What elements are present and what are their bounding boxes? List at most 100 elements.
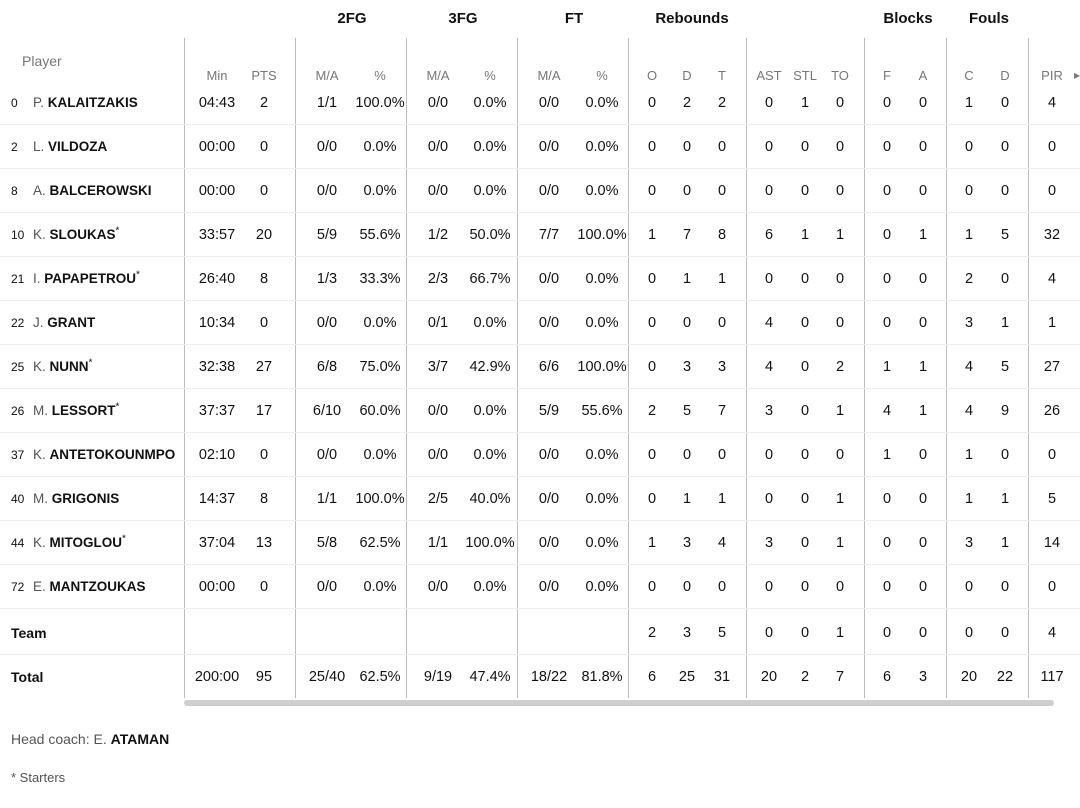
stat-pir: 1 bbox=[1047, 315, 1057, 331]
table-row[interactable]: 26 M. LESSORT* 37:37 17 6/10 60.0% 0/0 0.0% 5/9 5… bbox=[0, 389, 1080, 433]
stat-fd: 0 bbox=[1000, 95, 1010, 111]
stat-min: 14:37 bbox=[198, 491, 236, 507]
stat-to: 0 bbox=[835, 447, 845, 463]
stat-fg2p: 75.0% bbox=[359, 359, 401, 375]
column-header-fg3p[interactable]: % bbox=[484, 68, 496, 83]
table-row[interactable]: 21 I. PAPAPETROU* 26:40 8 1/3 33.3% 2/3 66.7% 0/… bbox=[0, 257, 1080, 301]
player-name[interactable]: K. MITOGLOU* bbox=[33, 521, 126, 565]
stat-pir: 14 bbox=[1043, 535, 1061, 551]
table-row[interactable]: 2 L. VILDOZA 00:00 0 0/0 0.0% 0/0 0.0% 0/0 0.0% 0 0… bbox=[0, 125, 1080, 169]
table-row[interactable]: 72 E. MANTZOUKAS 00:00 0 0/0 0.0% 0/0 0.0% 0/0 0.… bbox=[0, 565, 1080, 609]
table-row[interactable]: 25 K. NUNN* 32:38 27 6/8 75.0% 3/7 42.9% 6/6 100.… bbox=[0, 345, 1080, 389]
column-header-ast[interactable]: AST bbox=[756, 68, 782, 83]
table-row[interactable]: 40 M. GRIGONIS 14:37 8 1/1 100.0% 2/5 40.0% 0/0 0… bbox=[0, 477, 1080, 521]
player-last-name: NUNN bbox=[49, 359, 89, 374]
table-row[interactable]: 0 P. KALAITZAKIS 04:43 2 1/1 100.0% 0/0 0.0% 0/0… bbox=[0, 81, 1080, 125]
horizontal-scrollbar[interactable] bbox=[184, 700, 1054, 706]
column-header-fg2p[interactable]: % bbox=[374, 68, 386, 83]
stat-fd: 1 bbox=[1000, 535, 1010, 551]
column-header-ba[interactable]: A bbox=[918, 68, 928, 83]
player-name[interactable]: L. VILDOZA bbox=[33, 125, 107, 169]
stat-fg3: 0/0 bbox=[427, 139, 449, 155]
column-header-rt[interactable]: T bbox=[718, 68, 726, 83]
player-name[interactable]: P. KALAITZAKIS bbox=[33, 81, 138, 125]
stat-fg3: 0/0 bbox=[427, 403, 449, 419]
stat-fg3: 0/0 bbox=[427, 447, 449, 463]
player-name[interactable]: M. LESSORT* bbox=[33, 389, 119, 433]
stat-ba: 0 bbox=[918, 447, 928, 463]
stat-fg3: 0/0 bbox=[427, 579, 449, 595]
column-header-ftp[interactable]: % bbox=[596, 68, 608, 83]
stat-ba: 0 bbox=[918, 315, 928, 331]
player-name[interactable]: E. MANTZOUKAS bbox=[33, 565, 146, 609]
stat-fc: 2 bbox=[964, 271, 974, 287]
column-divider bbox=[184, 38, 185, 698]
player-name[interactable]: A. BALCEROWSKI bbox=[33, 169, 152, 213]
column-header-fc[interactable]: C bbox=[964, 68, 974, 83]
stat-fg2: 6/10 bbox=[312, 403, 342, 419]
table-row[interactable]: 44 K. MITOGLOU* 37:04 13 5/8 62.5% 1/1 100.0% 0/… bbox=[0, 521, 1080, 565]
player-name[interactable]: M. GRIGONIS bbox=[33, 477, 119, 521]
player-number: 8 bbox=[11, 184, 18, 198]
player-name[interactable]: K. SLOUKAS* bbox=[33, 213, 119, 257]
stat-rt: 8 bbox=[717, 227, 727, 243]
stat-stl: 0 bbox=[800, 625, 810, 641]
table-row[interactable]: 37 K. ANTETOKOUNMPO 02:10 0 0/0 0.0% 0/0 0.0% 0/… bbox=[0, 433, 1080, 477]
stat-stl: 0 bbox=[800, 359, 810, 375]
stat-ba: 1 bbox=[918, 359, 928, 375]
column-header-fg2[interactable]: M/A bbox=[315, 68, 339, 83]
column-header-min[interactable]: Min bbox=[206, 68, 228, 83]
player-initial: M. bbox=[33, 491, 48, 506]
column-header-ro[interactable]: O bbox=[646, 68, 658, 83]
stat-min: 00:00 bbox=[198, 139, 236, 155]
stat-fg2p: 33.3% bbox=[359, 271, 401, 287]
stat-rt: 0 bbox=[717, 139, 727, 155]
stat-pir: 0 bbox=[1047, 447, 1057, 463]
player-initial: A. bbox=[33, 183, 46, 198]
stat-ro: 0 bbox=[647, 271, 657, 287]
stat-ast: 0 bbox=[764, 183, 774, 199]
stat-ro: 0 bbox=[647, 139, 657, 155]
stat-fd: 0 bbox=[1000, 271, 1010, 287]
player-last-name: GRIGONIS bbox=[51, 491, 120, 506]
stat-fg2p: 0.0% bbox=[363, 447, 397, 463]
stat-fg2: 1/1 bbox=[316, 491, 338, 507]
stat-ftp: 0.0% bbox=[585, 183, 619, 199]
player-name[interactable]: K. ANTETOKOUNMPO bbox=[33, 433, 175, 477]
column-header-rd[interactable]: D bbox=[682, 68, 692, 83]
column-header-bf[interactable]: F bbox=[883, 68, 891, 83]
stat-fg2: 0/0 bbox=[316, 315, 338, 331]
player-name[interactable]: K. NUNN* bbox=[33, 345, 92, 389]
stat-pts: 20 bbox=[255, 227, 273, 243]
stat-rd: 1 bbox=[682, 491, 692, 507]
starter-mark: * bbox=[88, 357, 93, 369]
stat-fg2: 0/0 bbox=[316, 579, 338, 595]
column-header-stl[interactable]: STL bbox=[793, 68, 817, 83]
column-header-to[interactable]: TO bbox=[831, 68, 849, 83]
stat-pir: 4 bbox=[1047, 95, 1057, 111]
column-header-ft[interactable]: M/A bbox=[537, 68, 561, 83]
stat-fg3: 2/5 bbox=[427, 491, 449, 507]
stat-rt: 0 bbox=[717, 315, 727, 331]
starter-mark: * bbox=[122, 533, 126, 545]
stat-pir: 0 bbox=[1047, 579, 1057, 595]
table-row[interactable]: 8 A. BALCEROWSKI 00:00 0 0/0 0.0% 0/0 0.0% 0/0 0.… bbox=[0, 169, 1080, 213]
stat-ro: 0 bbox=[647, 359, 657, 375]
stat-pts bbox=[236, 611, 292, 655]
stat-fg3: 0/0 bbox=[427, 95, 449, 111]
column-header-fd[interactable]: D bbox=[1000, 68, 1010, 83]
group-header-ft: FT bbox=[564, 10, 584, 27]
player-name[interactable]: J. GRANT bbox=[33, 301, 95, 345]
player-initial: K. bbox=[33, 227, 46, 242]
stat-rt: 2 bbox=[717, 95, 727, 111]
column-header-fg3[interactable]: M/A bbox=[426, 68, 450, 83]
stat-rt: 4 bbox=[717, 535, 727, 551]
stat-rd: 5 bbox=[682, 403, 692, 419]
stat-ro: 6 bbox=[647, 669, 657, 685]
stat-stl: 1 bbox=[800, 95, 810, 111]
column-header-pir[interactable]: PIR bbox=[1041, 68, 1063, 83]
player-name[interactable]: I. PAPAPETROU* bbox=[33, 257, 140, 301]
column-header-pts[interactable]: PTS bbox=[251, 68, 277, 83]
table-row[interactable]: 22 J. GRANT 10:34 0 0/0 0.0% 0/1 0.0% 0/0 0.0% 0 0 0… bbox=[0, 301, 1080, 345]
table-row[interactable]: 10 K. SLOUKAS* 33:57 20 5/9 55.6% 1/2 50.0% 7/7 1… bbox=[0, 213, 1080, 257]
